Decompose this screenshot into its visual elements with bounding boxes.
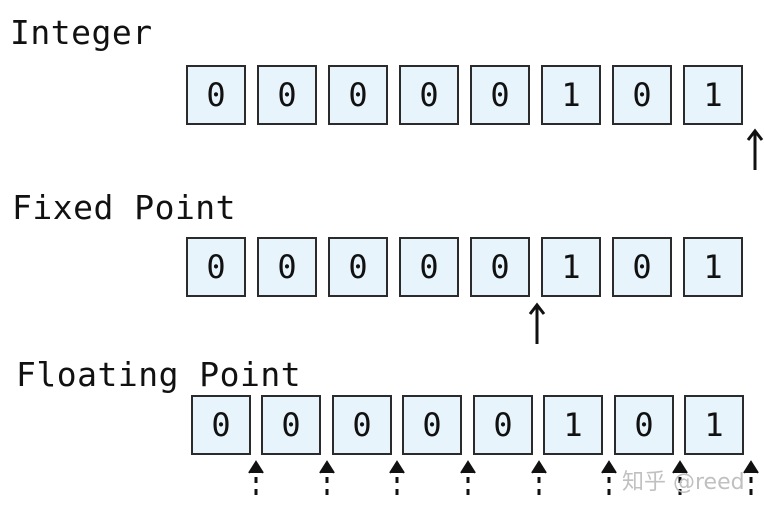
bit-cell: 0 xyxy=(332,395,392,455)
bit-cell: 0 xyxy=(470,237,530,297)
candidate-point-arrow-icon xyxy=(248,460,264,501)
bit-cell: 0 xyxy=(614,395,674,455)
binary-point-arrow-icon xyxy=(746,128,764,170)
row-title-floating-point: Floating Point xyxy=(16,355,302,394)
bit-cell: 0 xyxy=(399,237,459,297)
watermark: 知乎 @reed xyxy=(622,470,745,495)
bit-cell: 1 xyxy=(683,237,743,297)
candidate-point-arrow-icon xyxy=(389,460,405,501)
bit-cell: 0 xyxy=(257,65,317,125)
candidate-point-arrow-icon xyxy=(319,460,335,501)
bit-cell: 1 xyxy=(684,395,744,455)
candidate-point-arrow-icon xyxy=(531,460,547,501)
bit-cell: 0 xyxy=(328,237,388,297)
row-title-fixed-point: Fixed Point xyxy=(12,188,237,227)
bit-cell: 1 xyxy=(541,65,601,125)
bit-cell: 1 xyxy=(541,237,601,297)
bit-cell: 0 xyxy=(473,395,533,455)
bit-cell: 0 xyxy=(261,395,321,455)
bit-cell: 0 xyxy=(328,65,388,125)
bit-cell: 0 xyxy=(612,65,672,125)
bit-cell: 0 xyxy=(612,237,672,297)
bit-cell: 1 xyxy=(543,395,603,455)
bit-cell: 0 xyxy=(257,237,317,297)
bit-cell: 0 xyxy=(191,395,251,455)
candidate-point-arrow-icon xyxy=(672,460,688,501)
bit-cell: 1 xyxy=(683,65,743,125)
bit-cell: 0 xyxy=(402,395,462,455)
binary-point-arrow-icon xyxy=(528,302,546,344)
candidate-point-arrow-icon xyxy=(743,460,759,501)
bit-cell: 0 xyxy=(470,65,530,125)
bit-cell: 0 xyxy=(186,65,246,125)
bit-cell: 0 xyxy=(399,65,459,125)
row-title-integer: Integer xyxy=(10,13,153,52)
candidate-point-arrow-icon xyxy=(460,460,476,501)
candidate-point-arrow-icon xyxy=(601,460,617,501)
bit-cell: 0 xyxy=(186,237,246,297)
